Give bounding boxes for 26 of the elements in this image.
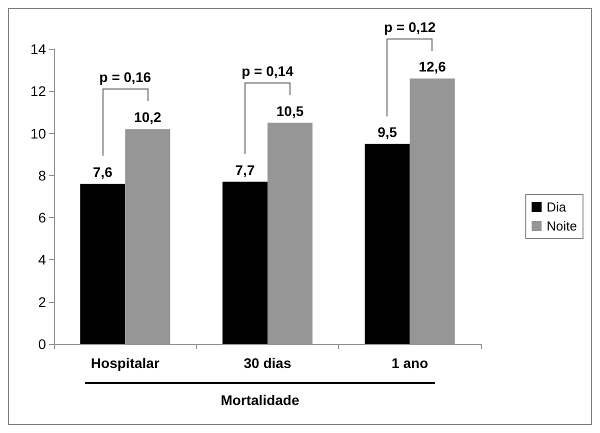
legend-label: Noite xyxy=(546,218,578,234)
y-tick-label: 6 xyxy=(38,210,46,226)
data-label: 9,5 xyxy=(378,124,398,140)
data-label: 7,6 xyxy=(92,164,113,180)
bar xyxy=(364,144,410,344)
y-tick-label: 0 xyxy=(38,336,46,352)
text: p = 0,12 xyxy=(382,18,437,36)
y-tick-label: 14 xyxy=(30,41,46,57)
data-label: 7,7 xyxy=(235,162,255,178)
data-label: 10,5 xyxy=(276,102,304,119)
y-tick-label: 12 xyxy=(30,83,46,100)
y-tick-label: 4 xyxy=(38,252,46,268)
bar xyxy=(80,184,126,344)
x-tick-label: 30 dias xyxy=(244,355,292,371)
y-tick-label: 8 xyxy=(38,167,46,184)
bar xyxy=(222,182,268,344)
x-axis-title: Mortalidade xyxy=(220,392,300,408)
annotation: p = 0,14 xyxy=(240,62,294,80)
annotation: p = 0,16 xyxy=(98,68,152,86)
legend-label: Dia xyxy=(546,200,567,214)
x-tick-label: 1 ano xyxy=(392,355,428,371)
x-tick-label: Hospitalar xyxy=(90,355,160,371)
data-label: 10,2 xyxy=(134,109,162,126)
y-tick-label: 2 xyxy=(38,294,46,310)
data-label: 12,6 xyxy=(418,58,446,74)
y-tick-label: 10 xyxy=(30,125,46,142)
